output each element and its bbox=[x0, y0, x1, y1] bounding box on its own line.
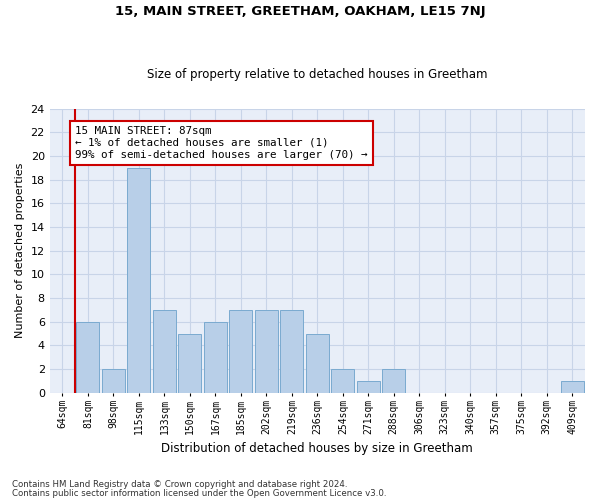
Text: Contains HM Land Registry data © Crown copyright and database right 2024.: Contains HM Land Registry data © Crown c… bbox=[12, 480, 347, 489]
Y-axis label: Number of detached properties: Number of detached properties bbox=[15, 163, 25, 338]
Bar bbox=[127, 168, 151, 393]
Bar bbox=[382, 369, 405, 393]
Bar bbox=[204, 322, 227, 393]
Bar bbox=[255, 310, 278, 393]
Bar bbox=[280, 310, 304, 393]
Title: Size of property relative to detached houses in Greetham: Size of property relative to detached ho… bbox=[147, 68, 488, 81]
X-axis label: Distribution of detached houses by size in Greetham: Distribution of detached houses by size … bbox=[161, 442, 473, 455]
Bar bbox=[331, 369, 354, 393]
Bar bbox=[229, 310, 253, 393]
Text: Contains public sector information licensed under the Open Government Licence v3: Contains public sector information licen… bbox=[12, 488, 386, 498]
Bar bbox=[306, 334, 329, 393]
Bar bbox=[357, 381, 380, 393]
Bar bbox=[561, 381, 584, 393]
Bar bbox=[153, 310, 176, 393]
Text: 15, MAIN STREET, GREETHAM, OAKHAM, LE15 7NJ: 15, MAIN STREET, GREETHAM, OAKHAM, LE15 … bbox=[115, 5, 485, 18]
Bar bbox=[76, 322, 100, 393]
Text: 15 MAIN STREET: 87sqm
← 1% of detached houses are smaller (1)
99% of semi-detach: 15 MAIN STREET: 87sqm ← 1% of detached h… bbox=[75, 126, 368, 160]
Bar bbox=[102, 369, 125, 393]
Bar bbox=[178, 334, 202, 393]
